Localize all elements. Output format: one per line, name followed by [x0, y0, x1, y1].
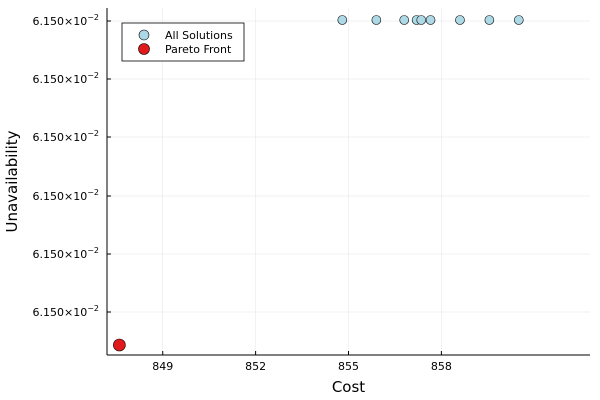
all-solutions-point: [513, 15, 524, 25]
legend-box: [121, 22, 245, 62]
y-tick-label: 6.150×10−2: [32, 71, 99, 86]
x-tick-label: 849: [152, 360, 173, 373]
y-tick-label: 6.150×10−2: [32, 188, 99, 203]
grid: [107, 8, 590, 355]
legend-label: All Solutions: [165, 29, 233, 42]
y-axis-title: Unavailability: [3, 130, 21, 232]
all-solutions-point: [371, 15, 382, 25]
x-ticks: 849 852 855 858: [152, 351, 452, 373]
y-tick-label: 6.150×10−2: [32, 304, 99, 319]
y-tick-label: 6.150×10−2: [32, 129, 99, 144]
y-tick-label: 6.150×10−2: [32, 13, 99, 28]
legend-marker: [138, 29, 150, 41]
y-tick-label: 6.150×10−2: [32, 246, 99, 261]
pareto-front-point: [113, 338, 126, 352]
data-points: [113, 15, 524, 352]
x-tick-label: 855: [338, 360, 359, 373]
all-solutions-point: [455, 15, 465, 25]
all-solutions-point: [484, 15, 495, 25]
y-ticks: 6.150×10−2 6.150×10−2 6.150×10−2 6.150×10−2…: [32, 13, 111, 319]
all-solutions-point: [425, 15, 436, 25]
all-solutions-point: [399, 15, 410, 25]
legend-marker: [138, 43, 150, 55]
x-axis-title: Cost: [332, 378, 365, 396]
legend-label: Pareto Front: [165, 43, 232, 56]
x-tick-label: 858: [431, 360, 452, 373]
all-solutions-point: [416, 15, 427, 25]
all-solutions-point: [337, 15, 348, 25]
x-tick-label: 852: [245, 360, 266, 373]
